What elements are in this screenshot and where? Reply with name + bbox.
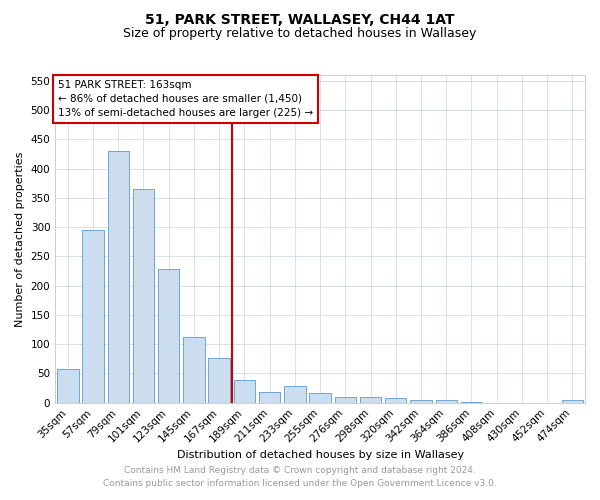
Bar (436, 400, 457, 402)
Bar (310, 393, 331, 402)
Text: Size of property relative to detached houses in Wallasey: Size of property relative to detached ho… (124, 28, 476, 40)
Bar (107, 151, 129, 403)
Bar (335, 397, 356, 402)
Bar (284, 386, 305, 402)
Bar (158, 270, 179, 402)
Bar (259, 392, 280, 402)
Y-axis label: Number of detached properties: Number of detached properties (15, 151, 25, 326)
Bar (562, 400, 583, 402)
Text: 51, PARK STREET, WALLASEY, CH44 1AT: 51, PARK STREET, WALLASEY, CH44 1AT (145, 12, 455, 26)
Bar (183, 336, 205, 402)
X-axis label: Distribution of detached houses by size in Wallasey: Distribution of detached houses by size … (176, 450, 464, 460)
Bar (57, 370, 79, 402)
Bar (133, 189, 154, 402)
Bar (360, 397, 381, 402)
Bar (385, 398, 406, 402)
Text: 51 PARK STREET: 163sqm
← 86% of detached houses are smaller (1,450)
13% of semi-: 51 PARK STREET: 163sqm ← 86% of detached… (58, 80, 313, 118)
Bar (208, 358, 230, 403)
Text: Contains HM Land Registry data © Crown copyright and database right 2024.
Contai: Contains HM Land Registry data © Crown c… (103, 466, 497, 487)
Bar (233, 380, 255, 402)
Bar (82, 230, 104, 402)
Bar (410, 400, 432, 402)
